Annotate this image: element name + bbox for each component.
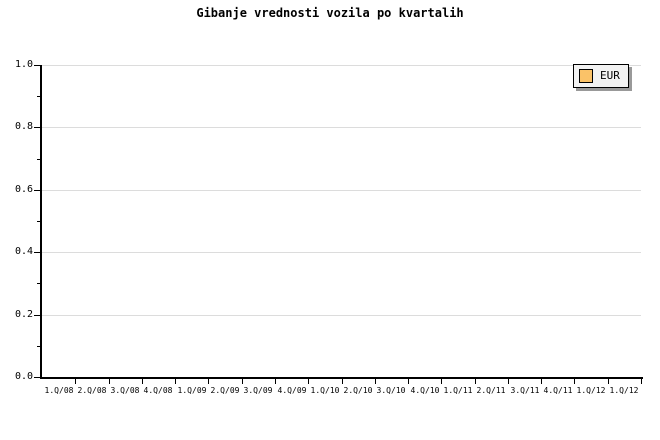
x-tick-label: 2.Q/10	[343, 386, 373, 395]
x-tick-label: 3.Q/10	[376, 386, 406, 395]
y-minor-tick	[37, 96, 40, 97]
y-tick-label: 0.6	[14, 184, 33, 195]
x-tick-label: 1.Q/12	[576, 386, 606, 395]
y-gridline	[42, 315, 641, 316]
x-tick-label: 2.Q/08	[77, 386, 107, 395]
x-major-tick	[375, 379, 376, 384]
x-tick-label: 3.Q/09	[243, 386, 273, 395]
x-major-tick	[275, 379, 276, 384]
y-gridline	[42, 65, 641, 66]
x-tick-label: 1.Q/08	[44, 386, 74, 395]
x-tick-label: 3.Q/11	[510, 386, 540, 395]
legend-swatch-eur	[579, 69, 593, 83]
x-major-tick	[641, 379, 642, 384]
x-tick-label: 1.Q/11	[443, 386, 473, 395]
y-major-tick	[34, 127, 40, 128]
x-major-tick	[475, 379, 476, 384]
y-tick-label: 1.0	[14, 59, 33, 70]
y-axis-line	[40, 65, 42, 379]
x-tick-label: 3.Q/08	[110, 386, 140, 395]
x-tick-label: 2.Q/09	[210, 386, 240, 395]
x-major-tick	[408, 379, 409, 384]
x-tick-label: 1.Q/10	[310, 386, 340, 395]
y-minor-tick	[37, 283, 40, 284]
x-tick-label: 1.Q/09	[177, 386, 207, 395]
x-major-tick	[608, 379, 609, 384]
x-major-tick	[308, 379, 309, 384]
x-tick-label: 2.Q/11	[476, 386, 506, 395]
legend: EUR	[573, 64, 629, 88]
x-major-tick	[208, 379, 209, 384]
x-axis-line	[40, 377, 643, 379]
y-major-tick	[34, 315, 40, 316]
x-tick-label: 4.Q/10	[410, 386, 440, 395]
x-tick-label: 4.Q/08	[143, 386, 173, 395]
y-tick-label: 0.2	[14, 309, 33, 320]
legend-label: EUR	[600, 69, 620, 82]
x-major-tick	[541, 379, 542, 384]
x-tick-label: 4.Q/11	[543, 386, 573, 395]
y-tick-label: 0.0	[14, 371, 33, 382]
chart-title: Gibanje vrednosti vozila po kvartalih	[196, 6, 464, 20]
y-major-tick	[34, 377, 40, 378]
x-major-tick	[75, 379, 76, 384]
x-tick-label: 1.Q/12	[609, 386, 639, 395]
y-minor-tick	[37, 346, 40, 347]
y-gridline	[42, 190, 641, 191]
x-major-tick	[441, 379, 442, 384]
y-gridline	[42, 127, 641, 128]
y-major-tick	[34, 190, 40, 191]
y-major-tick	[34, 252, 40, 253]
y-gridline	[42, 252, 641, 253]
x-major-tick	[242, 379, 243, 384]
x-major-tick	[508, 379, 509, 384]
y-minor-tick	[37, 221, 40, 222]
y-major-tick	[34, 65, 40, 66]
y-tick-label: 0.4	[14, 246, 33, 257]
y-minor-tick	[37, 159, 40, 160]
x-major-tick	[109, 379, 110, 384]
x-major-tick	[175, 379, 176, 384]
x-major-tick	[574, 379, 575, 384]
x-tick-label: 4.Q/09	[277, 386, 307, 395]
x-major-tick	[142, 379, 143, 384]
x-major-tick	[342, 379, 343, 384]
y-tick-label: 0.8	[14, 121, 33, 132]
